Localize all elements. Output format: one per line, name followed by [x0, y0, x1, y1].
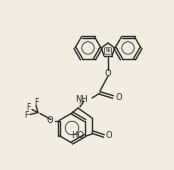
Text: O: O: [106, 132, 113, 140]
Text: O: O: [46, 116, 53, 125]
Text: F: F: [34, 98, 38, 107]
Text: 9s: 9s: [105, 48, 111, 54]
Text: F: F: [24, 111, 28, 120]
Text: NH: NH: [75, 95, 88, 104]
Text: F: F: [26, 103, 30, 112]
Text: HO: HO: [71, 132, 84, 140]
Text: O: O: [115, 92, 122, 101]
Text: S: S: [80, 101, 82, 106]
Text: O: O: [105, 69, 111, 78]
